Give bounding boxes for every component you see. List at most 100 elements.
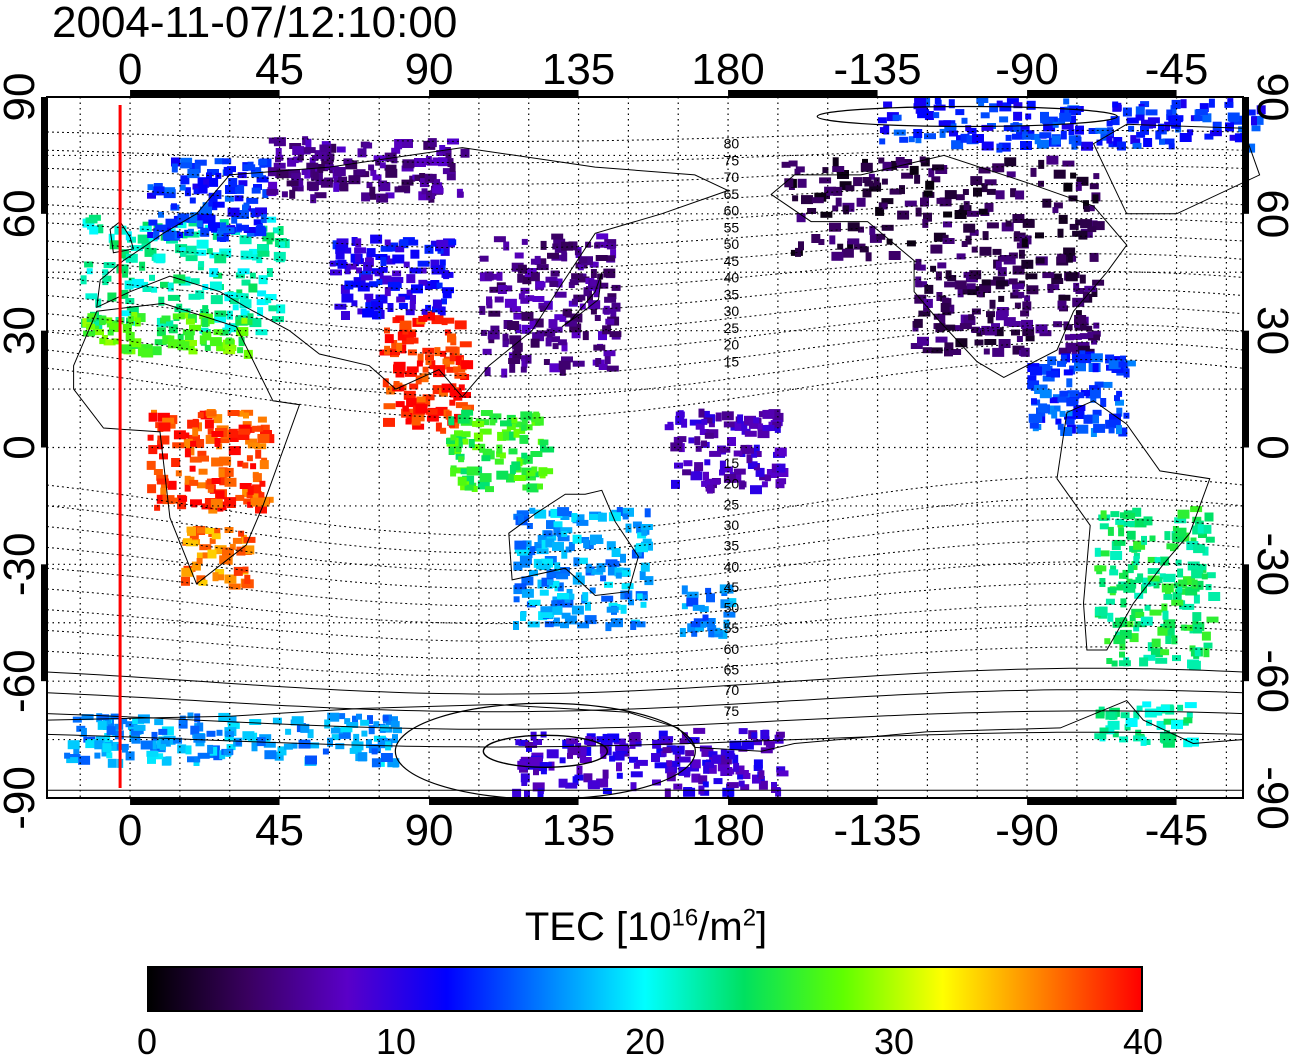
tec-pixel [701,418,708,425]
tec-pixel [360,149,367,156]
tec-pixel [1047,283,1054,293]
tec-pixel [506,285,513,292]
tec-pixel [152,186,165,196]
tec-pixel [534,542,544,551]
tec-pixel [847,222,860,232]
tec-pixel [1028,413,1041,423]
tec-pixel [1118,660,1131,667]
tec-pixel [520,297,530,304]
tec-pixel [698,775,708,785]
tec-pixel [333,182,340,192]
tec-pixel [1092,194,1099,204]
tec-pixel [537,258,547,265]
tec-pixel [587,780,600,790]
tec-pixel [1205,536,1215,543]
tec-pixel [602,307,612,314]
tec-pixel [545,276,558,283]
tec-pixel [518,293,525,300]
tec-pixel [1135,729,1142,739]
tec-pixel [601,595,614,602]
tec-pixel [1075,310,1082,317]
tec-pixel [596,282,609,289]
tec-observations [64,97,1266,800]
tec-pixel [1059,112,1072,122]
tec-pixel [936,197,946,204]
tec-pixel [527,621,540,628]
tec-pixel [686,591,699,598]
tec-pixel [378,266,388,273]
tec-pixel [249,272,256,279]
tec-pixel [243,536,256,543]
tec-pixel [147,434,154,441]
tec-pixel [232,537,242,544]
tec-pixel [1178,579,1188,589]
tec-pixel [553,617,560,627]
tec-pixel [644,508,651,518]
tec-pixel [723,619,730,629]
tec-pixel [345,160,358,170]
tec-pixel [1126,530,1136,540]
tec-pixel [421,308,428,315]
tec-pixel [384,345,391,355]
tec-pixel [569,279,579,286]
tec-pixel [496,271,503,281]
tec-pixel [640,524,653,530]
tec-pixel [616,772,623,779]
tec-pixel [219,456,232,466]
tec-pixel [1201,631,1211,641]
tec-pixel [109,240,122,250]
tec-pixel [1012,214,1025,223]
contour-label: 75 [724,152,740,168]
tec-pixel [603,350,616,357]
tec-pixel [937,262,947,269]
bottom-lon-tick-label: 45 [255,806,304,855]
tec-pixel [181,567,194,577]
tec-pixel [551,600,558,607]
tec-pixel [154,719,164,726]
frame-segment [41,330,47,448]
tec-pixel [514,252,524,259]
tec-pixel [1024,295,1031,302]
tec-pixel [704,459,711,466]
tec-pixel [235,293,245,300]
tec-pixel [661,736,674,743]
tec-pixel [1068,135,1081,145]
magnetic-contour [46,603,1244,642]
tec-pixel [512,421,522,428]
tec-pixel [1057,423,1064,430]
tec-pixel [156,739,163,749]
tec-pixel [409,267,422,274]
tec-pixel [242,545,255,555]
tec-pixel [67,740,80,750]
tec-pixel [256,176,269,183]
tec-pixel [965,276,978,283]
tec-pixel [396,296,406,303]
tec-pixel [264,294,277,300]
tec-pixel [1075,136,1082,146]
tec-pixel [1123,583,1136,593]
tec-pixel [187,419,200,429]
tec-pixel [526,483,539,493]
tec-pixel [509,363,516,373]
tec-pixel [996,143,1003,153]
tec-pixel [512,306,521,313]
tec-pixel [1059,410,1066,417]
tec-pixel [305,138,312,148]
tec-pixel [746,454,753,464]
top-lon-tick-label: 45 [255,45,304,94]
tec-pixel [967,210,979,217]
tec-pixel [1119,651,1125,658]
tec-pixel [708,628,715,638]
tec-pixel [431,265,444,275]
tec-pixel [595,255,608,261]
tec-pixel [1099,523,1109,530]
tec-pixel [1059,390,1069,397]
tec-pixel [171,163,178,173]
tec-pixel [976,291,983,298]
tec-pixel [211,431,224,437]
tec-pixel [558,360,571,370]
tec-pixel [694,436,701,446]
tec-pixel [753,759,763,769]
tec-pixel [545,337,552,347]
tec-pixel [614,567,624,577]
